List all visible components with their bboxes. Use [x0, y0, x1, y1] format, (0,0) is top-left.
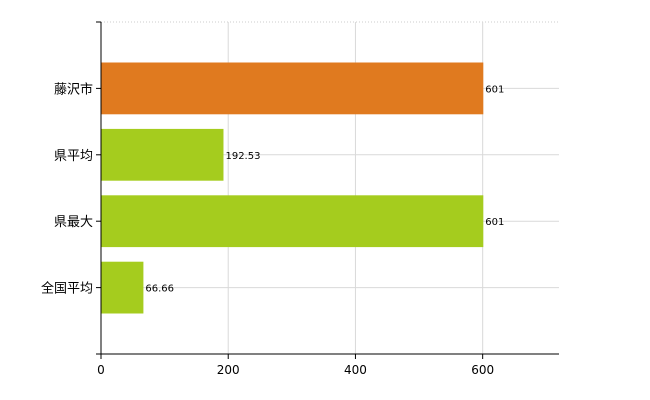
bar — [101, 195, 484, 248]
category-label: 県最大 — [54, 215, 93, 230]
category-label: 全国平均 — [41, 281, 93, 297]
data-label: 66.66 — [145, 284, 174, 295]
axes — [96, 21, 559, 359]
x-tick-label: 600 — [471, 363, 494, 377]
data-label: 601 — [485, 84, 504, 95]
bar — [101, 62, 484, 115]
bar — [101, 261, 144, 314]
bar — [101, 128, 224, 181]
x-tick-label: 400 — [344, 363, 367, 377]
data-label: 601 — [485, 217, 504, 228]
x-tick-label: 0 — [97, 363, 105, 377]
bars — [101, 62, 484, 314]
x-tick-label: 200 — [217, 363, 240, 377]
category-label: 県平均 — [54, 149, 93, 164]
data-label: 192.53 — [225, 151, 260, 162]
category-label: 藤沢市 — [54, 81, 93, 97]
